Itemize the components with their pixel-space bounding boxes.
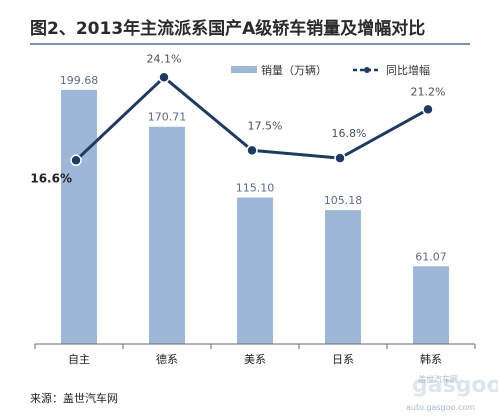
x-tick-label: 日系 [332, 353, 354, 366]
growth-value-label: 24.1% [147, 52, 182, 65]
bar [61, 89, 97, 344]
legend-bar-swatch [231, 66, 257, 73]
growth-point [158, 71, 170, 84]
legend-line-marker [364, 67, 370, 73]
chart-title: 图2、2013年主流派系国产A级轿车销量及增幅对比 [30, 18, 425, 39]
growth-point [422, 103, 434, 116]
growth-value-label: 16.6% [30, 171, 72, 185]
x-tick-label: 德系 [156, 352, 178, 366]
bar [149, 126, 185, 344]
growth-value-label: 16.8% [332, 127, 367, 140]
growth-value-label: 21.2% [411, 85, 446, 98]
bar-value-label: 105.18 [324, 194, 363, 207]
growth-value-label: 17.5% [248, 119, 283, 132]
bar-value-label: 115.10 [236, 182, 275, 195]
growth-point [70, 154, 82, 167]
growth-line-layer: 16.6% 24.1% 17.5% 16.8% 21.2% [30, 52, 445, 185]
watermark: gasgoo 盖世汽车网 auto.gasgoo.com [406, 373, 498, 412]
watermark-logo: gasgoo [412, 373, 498, 398]
bar [413, 266, 449, 344]
x-tick-label: 韩系 [420, 352, 442, 366]
x-ticks: 自主 德系 美系 日系 韩系 [34, 344, 476, 366]
bar-value-label: 199.68 [60, 74, 99, 87]
legend-line-label: 同比增幅 [386, 63, 430, 77]
bar-value-label: 170.71 [148, 111, 187, 124]
source-text: 来源：盖世汽车网 [30, 391, 118, 405]
growth-point [334, 152, 346, 164]
bar-value-label: 61.07 [415, 250, 447, 263]
bar [237, 197, 273, 344]
growth-point [246, 144, 258, 157]
x-tick-label: 自主 [68, 353, 90, 366]
legend-bar-label: 销量（万辆） [261, 63, 327, 77]
watermark-url: auto.gasgoo.com [406, 403, 475, 412]
x-tick-label: 美系 [244, 353, 266, 366]
bars-layer: 199.68 170.71 115.10 105.18 61.07 [60, 74, 449, 344]
bar [325, 210, 361, 344]
watermark-cn: 盖世汽车网 [418, 374, 458, 384]
legend: 销量（万辆） 同比增幅 [231, 63, 430, 77]
